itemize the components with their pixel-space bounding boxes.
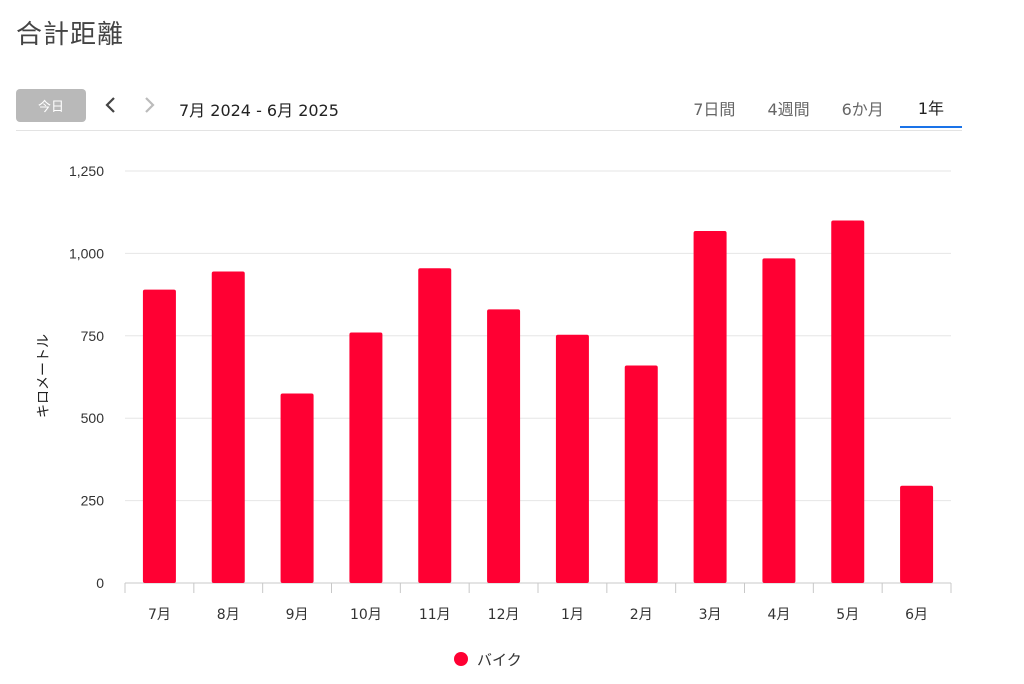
y-tick-label: 0 — [96, 575, 104, 591]
bars — [142, 220, 934, 584]
y-tick-label: 1,250 — [69, 163, 104, 179]
next-period-button[interactable] — [138, 94, 160, 116]
x-tick-label: 1月 — [561, 607, 584, 623]
page-title: 合計距離 — [16, 20, 125, 50]
bar[interactable] — [555, 334, 589, 583]
x-tick-label: 6月 — [905, 607, 928, 623]
x-tick-label: 3月 — [699, 607, 722, 623]
bar[interactable] — [693, 230, 727, 584]
bar[interactable] — [762, 258, 796, 583]
tab-4-weeks[interactable]: 4週間 — [767, 100, 810, 119]
chevron-right-icon — [145, 97, 155, 113]
y-axis-label: キロメートル — [36, 334, 52, 418]
bar[interactable] — [831, 220, 865, 583]
y-axis-ticks: 0 250 500 750 1,000 1,250 — [69, 163, 104, 591]
x-tick-label: 7月 — [148, 607, 171, 623]
y-tick-label: 750 — [81, 328, 105, 344]
x-tick-label: 5月 — [836, 607, 859, 623]
tab-1-year[interactable]: 1年 — [899, 88, 962, 128]
date-toolbar: 今日 7月 2024 - 6月 2025 7日間 4週間 6か月 1年 — [16, 88, 962, 131]
date-range-label: 7月 2024 - 6月 2025 — [179, 101, 339, 120]
bar[interactable] — [900, 485, 934, 583]
prev-period-button[interactable] — [100, 94, 122, 116]
legend-label: バイク — [477, 651, 522, 669]
legend: バイク — [454, 651, 522, 669]
bar[interactable] — [624, 365, 658, 583]
x-tick-label: 2月 — [630, 607, 653, 623]
x-tick-label: 9月 — [286, 607, 309, 623]
y-tick-label: 1,000 — [69, 245, 104, 261]
x-tick-label: 11月 — [419, 607, 451, 623]
grid-lines — [125, 170, 951, 584]
x-tick-label: 8月 — [217, 607, 240, 623]
bar[interactable] — [211, 271, 245, 583]
y-tick-label: 250 — [81, 493, 105, 509]
bar[interactable] — [349, 332, 383, 583]
today-button[interactable]: 今日 — [16, 89, 86, 122]
period-tabs: 7日間 4週間 6か月 1年 — [677, 88, 962, 130]
x-tick-label: 4月 — [767, 607, 790, 623]
y-tick-label: 500 — [81, 410, 105, 426]
x-axis-ticks: 7月 8月 9月 10月 11月 12月 1月 2月 3月 4月 5月 6月 — [124, 583, 952, 623]
x-tick-label: 12月 — [488, 607, 520, 623]
tab-6-months[interactable]: 6か月 — [841, 100, 884, 119]
x-tick-label: 10月 — [350, 607, 382, 623]
chevron-left-icon — [105, 97, 115, 113]
bar[interactable] — [142, 289, 176, 583]
bar[interactable] — [280, 393, 314, 583]
bar[interactable] — [487, 309, 521, 583]
legend-marker — [454, 652, 468, 666]
bar[interactable] — [418, 268, 452, 583]
tab-7-days[interactable]: 7日間 — [693, 100, 736, 119]
